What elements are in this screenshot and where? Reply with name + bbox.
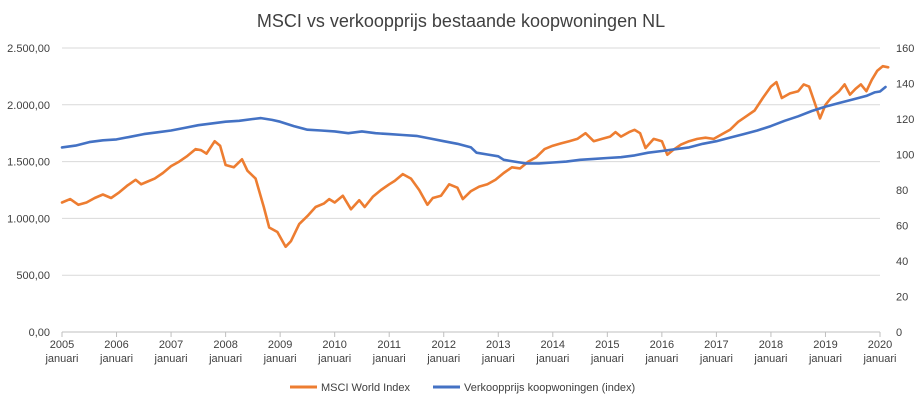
x-tick-month: januari	[753, 353, 787, 365]
x-tick-year: 2008	[213, 339, 237, 351]
x-tick-year: 2013	[486, 339, 510, 351]
y-left-tick-label: 2.500,00	[7, 43, 50, 55]
x-tick-month: januari	[44, 353, 78, 365]
y-right-tick-label: 120	[896, 114, 914, 126]
x-tick-year: 2014	[541, 339, 565, 351]
x-tick-month: januari	[699, 353, 733, 365]
x-tick-month: januari	[208, 353, 242, 365]
x-tick-year: 2010	[322, 339, 346, 351]
y-right-tick-label: 160	[896, 43, 914, 55]
x-tick-year: 2012	[431, 339, 455, 351]
x-tick-month: januari	[99, 353, 133, 365]
y-axis-left: 0,00 500,00 1.000,00 1.500,00 2.000,00 2.500,…	[7, 43, 50, 339]
x-tick-month: januari	[317, 353, 351, 365]
x-tick-year: 2018	[759, 339, 783, 351]
y-left-tick-label: 500,00	[16, 270, 50, 282]
x-tick-month: januari	[535, 353, 569, 365]
x-tick-month: januari	[590, 353, 624, 365]
y-right-tick-label: 20	[896, 292, 908, 304]
x-tick-month: januari	[481, 353, 515, 365]
y-right-tick-label: 140	[896, 79, 914, 91]
chart-title: MSCI vs verkoopprijs bestaande koopwonin…	[257, 11, 665, 31]
x-tick-month: januari	[154, 353, 188, 365]
legend-item-msci: MSCI World Index	[290, 382, 411, 394]
series-line-msci	[60, 64, 890, 249]
x-tick-year: 2007	[159, 339, 183, 351]
y-left-tick-label: 2.000,00	[7, 100, 50, 112]
x-tick-year: 2006	[104, 339, 128, 351]
y-right-tick-label: 100	[896, 150, 914, 162]
x-tick-year: 2011	[377, 339, 401, 351]
x-axis: 2005 januari 2006 januari 2007 januari 2008 jan…	[44, 331, 897, 365]
legend: MSCI World Index Verkoopprijs koopwoninge…	[290, 382, 635, 394]
x-tick-year: 2015	[595, 339, 619, 351]
legend-label: Verkoopprijs koopwoningen (index)	[464, 382, 635, 394]
x-tick-month: januari	[263, 353, 297, 365]
x-tick-year: 2020	[868, 339, 892, 351]
y-right-tick-label: 0	[896, 327, 902, 339]
legend-item-house-price: Verkoopprijs koopwoningen (index)	[433, 382, 635, 394]
y-right-tick-label: 60	[896, 221, 908, 233]
x-tick-year: 2019	[813, 339, 837, 351]
series-line-house-price	[60, 85, 887, 165]
y-left-tick-label: 0,00	[29, 327, 50, 339]
y-left-tick-label: 1.500,00	[7, 157, 50, 169]
x-tick-month: januari	[426, 353, 460, 365]
y-right-tick-label: 80	[896, 185, 908, 197]
x-tick-month: januari	[862, 353, 896, 365]
x-tick-month: januari	[372, 353, 406, 365]
y-axis-right: 0 20 40 60 80 100 120 140 160	[896, 43, 914, 339]
series-lines	[60, 64, 890, 249]
legend-label: MSCI World Index	[321, 382, 411, 394]
x-tick-month: januari	[644, 353, 678, 365]
x-tick-year: 2016	[650, 339, 674, 351]
x-tick-year: 2005	[50, 339, 74, 351]
gridlines	[62, 47, 880, 276]
y-right-tick-label: 40	[896, 256, 908, 268]
x-tick-year: 2009	[268, 339, 292, 351]
x-tick-year: 2017	[704, 339, 728, 351]
x-tick-month: januari	[808, 353, 842, 365]
y-left-tick-label: 1.000,00	[7, 213, 50, 225]
